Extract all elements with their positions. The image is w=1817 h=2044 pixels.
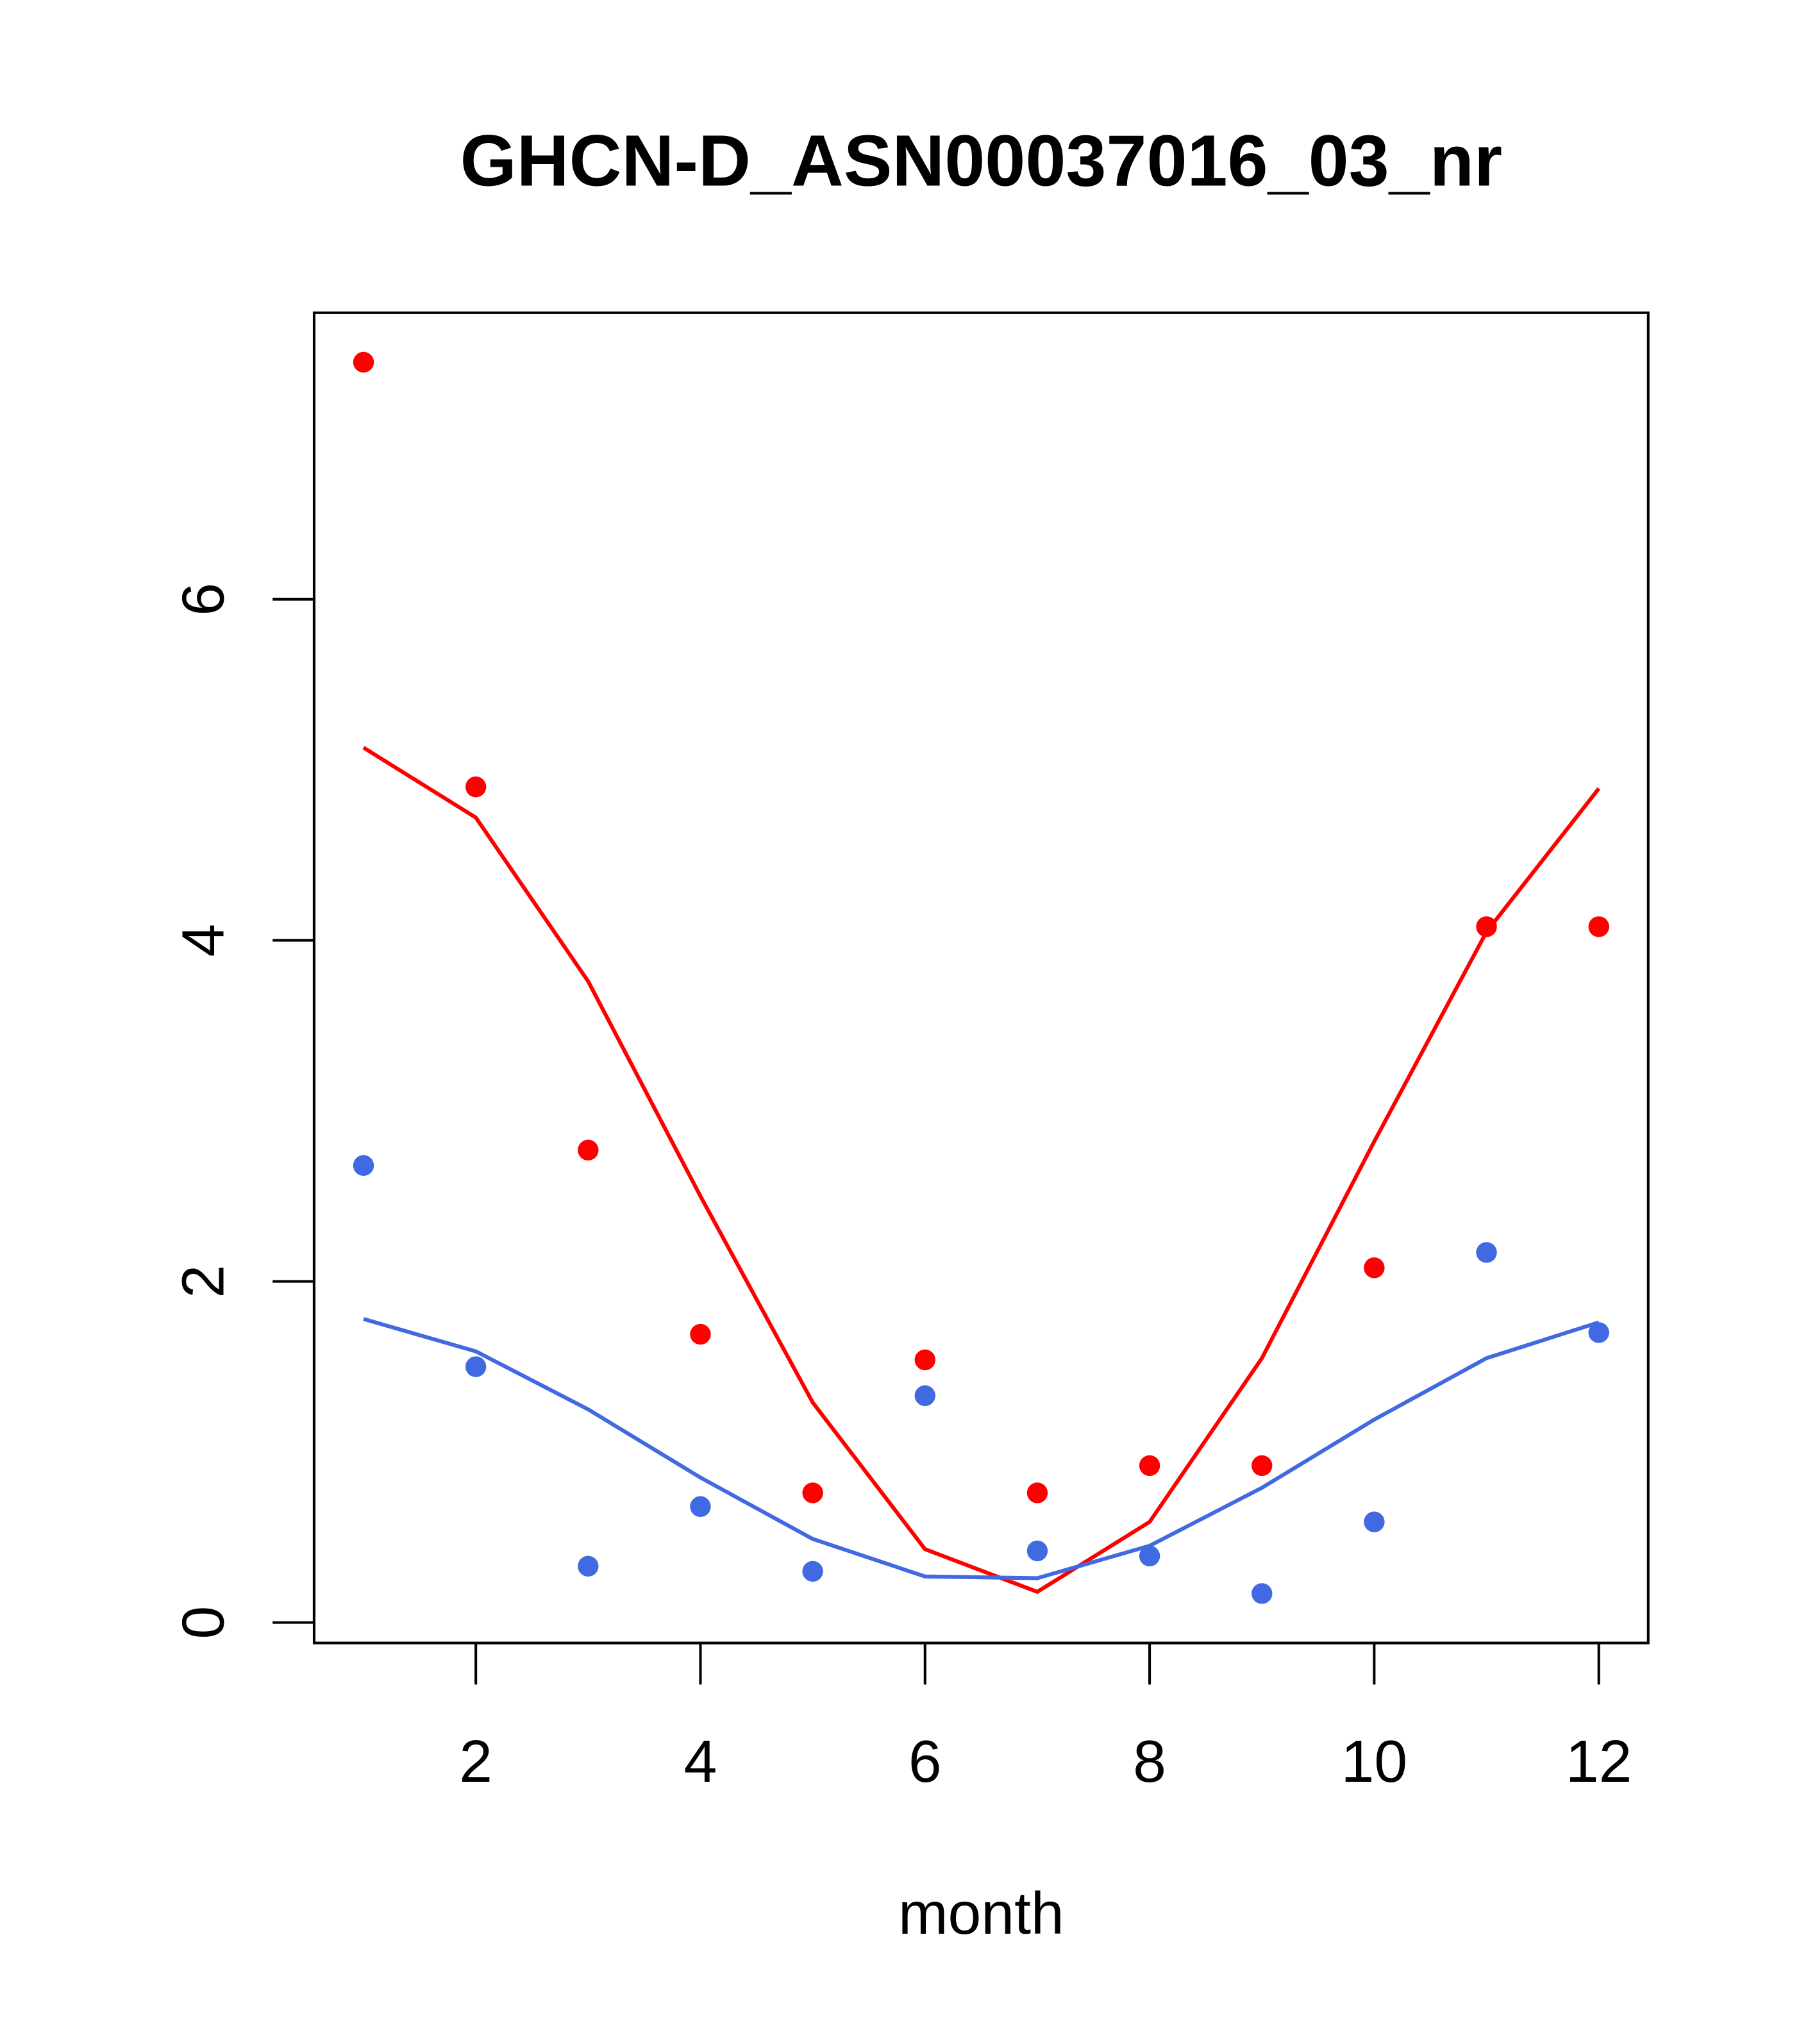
red-point-1	[353, 351, 374, 373]
red-point-3	[578, 1139, 599, 1161]
y-tick-label: 4	[169, 924, 236, 957]
x-tick-label: 2	[459, 1728, 492, 1795]
x-tick-label: 4	[684, 1728, 717, 1795]
blue-point-2	[465, 1356, 487, 1377]
y-tick-label: 2	[169, 1265, 236, 1298]
red-point-7	[1026, 1482, 1048, 1504]
plot-frame	[312, 311, 1650, 1645]
series-layer	[353, 351, 1609, 1604]
blue-point-7	[1026, 1540, 1048, 1562]
blue-line	[363, 1317, 1600, 1580]
blue-point-8	[1139, 1545, 1160, 1567]
red-point-11	[1476, 916, 1497, 937]
blue-point-5	[802, 1561, 823, 1582]
chart-title: GHCN-D_ASN00037016_03_nr	[460, 120, 1502, 201]
x-axis-label: month	[898, 1880, 1064, 1947]
y-tick-label: 6	[169, 583, 236, 616]
red-point-5	[802, 1482, 823, 1504]
blue-point-1	[353, 1155, 374, 1176]
x-tick-label: 6	[908, 1728, 942, 1795]
blue-point-10	[1364, 1511, 1385, 1532]
x-tick-label: 12	[1566, 1728, 1632, 1795]
blue-point-11	[1476, 1242, 1497, 1263]
blue-point-6	[914, 1385, 935, 1407]
red-point-10	[1364, 1257, 1385, 1278]
red-line	[362, 746, 1601, 1595]
red-point-8	[1139, 1455, 1160, 1477]
blue-point-4	[690, 1496, 711, 1517]
blue-point-3	[578, 1555, 599, 1577]
blue-point-12	[1588, 1322, 1609, 1343]
y-tick-label: 0	[169, 1606, 236, 1639]
x-tick-label: 10	[1341, 1728, 1408, 1795]
red-point-12	[1588, 916, 1609, 937]
red-point-4	[690, 1323, 711, 1345]
x-tick-label: 8	[1133, 1728, 1166, 1795]
y-axis: 0 2 4 6	[169, 583, 315, 1639]
red-point-9	[1252, 1455, 1273, 1477]
blue-point-9	[1252, 1583, 1273, 1604]
x-axis: 2 4 6 8 10 12	[459, 1641, 1632, 1795]
red-point-6	[914, 1349, 935, 1371]
red-point-2	[465, 776, 487, 798]
